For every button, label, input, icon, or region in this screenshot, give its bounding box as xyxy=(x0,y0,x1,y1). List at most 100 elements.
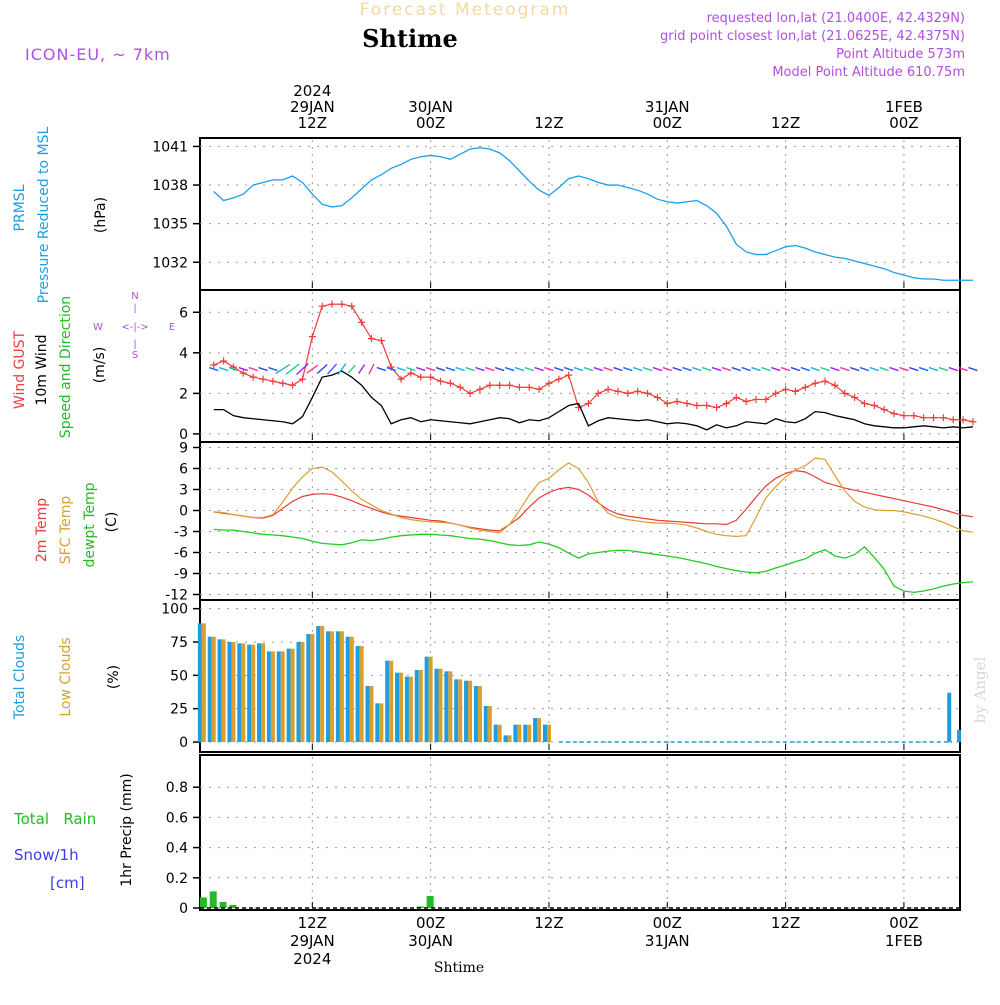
gust-marker xyxy=(417,373,425,381)
total-cloud-bar xyxy=(247,644,252,742)
pressure-unit: (hPa) xyxy=(93,197,109,233)
total-cloud-bar xyxy=(473,686,478,742)
gust-marker xyxy=(565,371,573,379)
gust-marker xyxy=(259,375,267,383)
bottom-tick-label: 12Z xyxy=(534,914,563,932)
low-cloud-bar xyxy=(330,631,335,742)
wind-dir-arrow xyxy=(810,366,820,372)
gust-marker xyxy=(486,381,494,389)
low-cloud-bar xyxy=(458,679,463,742)
total-cloud-bar xyxy=(404,676,409,742)
bottom-tick-label: 1FEB xyxy=(885,932,923,950)
low-cloud-bar xyxy=(408,676,413,742)
wind-dir-label: Speed and Direction xyxy=(58,296,74,438)
wind-dir-arrow xyxy=(771,366,781,372)
wind-dir-arrow xyxy=(869,366,880,372)
gust-marker xyxy=(713,404,721,412)
gust-marker xyxy=(821,377,829,385)
total-cloud-bar xyxy=(533,718,538,742)
low-cloud-bar xyxy=(399,672,404,742)
total-cloud-bar xyxy=(947,692,952,742)
sfc-temp-label: SFC Temp xyxy=(58,496,74,565)
footer-location: Shtime xyxy=(434,960,484,976)
wind-dir-arrow xyxy=(642,366,653,372)
total-cloud-bar xyxy=(365,686,370,742)
gust-marker xyxy=(220,357,228,365)
precip-plot: 0 0.2 0.4 0.6 0.8 xyxy=(166,757,960,917)
temp-unit: (C) xyxy=(104,512,120,533)
wind-dir-arrow xyxy=(731,366,742,372)
wind-dir-arrow xyxy=(701,366,712,372)
y-tick-label: -3 xyxy=(174,525,188,541)
total-cloud-bar xyxy=(355,646,360,742)
low-cloud-bar xyxy=(546,724,551,742)
total-cloud-bar xyxy=(493,724,498,742)
wind-dir-arrow xyxy=(268,366,278,372)
total-cloud-bar xyxy=(276,651,281,742)
low-cloud-bar xyxy=(251,644,256,742)
total-cloud-bar xyxy=(257,643,262,742)
gust-marker xyxy=(880,406,888,414)
wind-dir-arrow xyxy=(958,366,968,372)
wind-dir-arrow xyxy=(485,366,495,372)
y-tick-label: 6 xyxy=(179,462,188,478)
gust-marker xyxy=(870,402,878,410)
gust-marker xyxy=(762,395,770,403)
y-tick-label: -9 xyxy=(174,567,188,583)
gust-marker xyxy=(851,393,859,401)
low-cloud-bar xyxy=(448,671,453,742)
bottom-tick-label: 00Z xyxy=(653,914,682,932)
wind-dir-arrow xyxy=(316,364,328,375)
wind-dir-arrow xyxy=(406,366,416,372)
gust-marker xyxy=(407,369,415,377)
total-cloud-bar xyxy=(345,636,350,742)
gust-marker xyxy=(624,389,632,397)
wind-dir-arrow xyxy=(859,366,870,372)
wind-dir-arrow xyxy=(248,366,258,372)
gust-marker xyxy=(249,373,257,381)
low-cloud-bar xyxy=(221,639,226,742)
gust-marker xyxy=(742,397,750,405)
model-altitude: Model Point Altitude 610.75m xyxy=(772,65,965,80)
wind-dir-arrow xyxy=(435,366,446,372)
top-tick-label: 31JAN xyxy=(645,98,690,116)
total-cloud-bar xyxy=(454,679,459,742)
y-tick-label: 100 xyxy=(161,602,188,618)
wind-dir-arrow xyxy=(780,366,791,372)
total-cloud-bar xyxy=(424,656,429,742)
wind-dir-arrow xyxy=(692,366,702,372)
y-tick-label: 6 xyxy=(179,305,188,321)
wind-dir-arrow xyxy=(573,366,584,372)
wind-dir-arrow xyxy=(218,366,229,372)
pressure-label-1: PRMSL xyxy=(12,184,28,231)
wind-dir-arrow xyxy=(563,366,574,372)
wind-dir-arrow xyxy=(711,366,722,372)
gust-marker xyxy=(900,412,908,420)
wind-dir-arrow xyxy=(613,366,623,372)
total-cloud-bar xyxy=(266,651,271,742)
wind-dir-arrow xyxy=(386,366,396,372)
wind-dir-arrow xyxy=(632,366,643,372)
gust-marker xyxy=(673,397,681,405)
low-cloud-bar xyxy=(507,735,512,742)
top-tick-label: 30JAN xyxy=(408,98,453,116)
total-clouds-label: Total Clouds xyxy=(12,635,28,720)
top-tick-label: 00Z xyxy=(653,114,682,132)
total-cloud-bar xyxy=(414,670,419,742)
clouds-panel: 0 25 50 75 100 Total Clouds Low Clouds (%) xyxy=(12,599,962,753)
y-tick-label: 1038 xyxy=(152,178,188,194)
low-cloud-bar xyxy=(211,636,216,742)
rain-bar xyxy=(416,906,424,908)
wind-frame xyxy=(199,289,961,443)
rain-bar xyxy=(219,901,227,908)
y-tick-label: 4 xyxy=(179,346,188,362)
gust-marker xyxy=(437,377,444,385)
gust-marker xyxy=(860,400,868,408)
wind-dir-arrow xyxy=(909,366,919,372)
pressure-frame xyxy=(199,137,961,291)
y-tick-label: 0.6 xyxy=(166,810,188,826)
low-cloud-bar xyxy=(379,703,384,742)
gust-marker xyxy=(910,412,918,420)
